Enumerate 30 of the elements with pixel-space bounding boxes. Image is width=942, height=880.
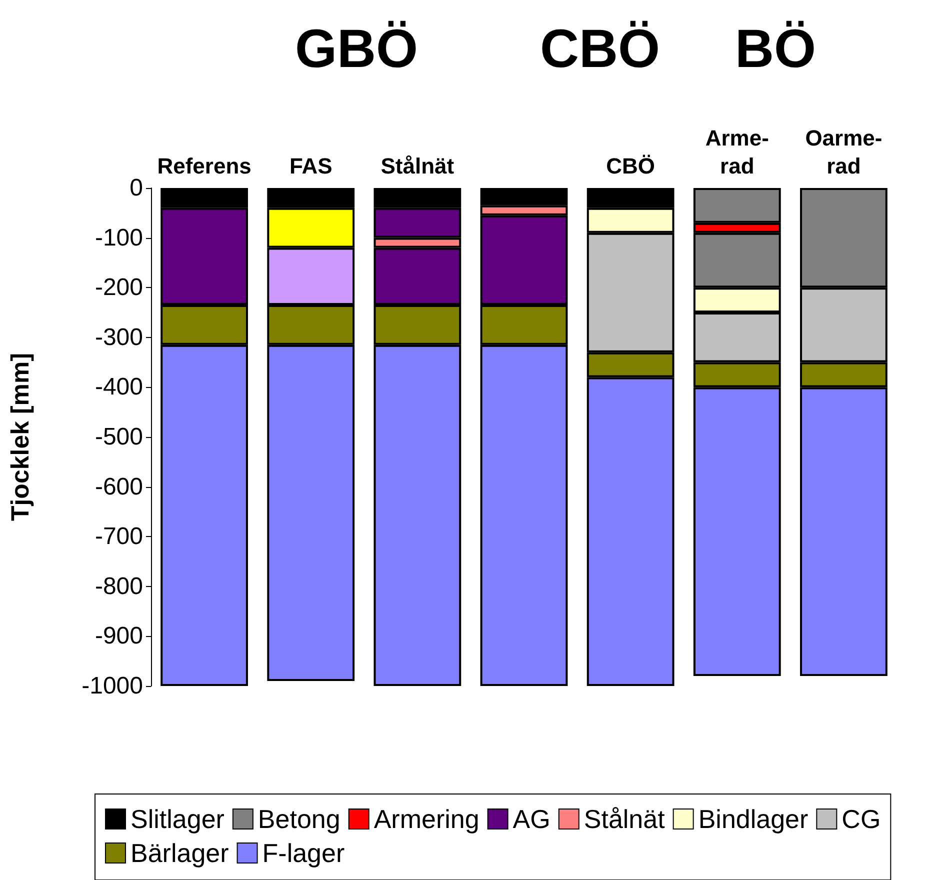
y-tick-label: 0 [130,174,143,202]
legend-label: Betong [258,804,340,834]
y-tick-label: -600 [94,473,143,500]
legend-label: AG [512,804,550,834]
x-tick-label: Oarme- rad [805,126,882,178]
y-tick-label: -200 [94,274,143,302]
y-tick-label: -300 [94,324,143,351]
x-tick-label: Stålnät [380,154,455,178]
y-tick-label: -500 [94,424,143,450]
x-tick-label: CBÖ [606,154,656,178]
y-axis-title: Tjocklek [mm] [6,352,34,522]
text: BÖ [735,19,816,79]
legend-label: CG [842,804,881,834]
legend-label: Stålnät [584,804,666,834]
y-tick-label: -400 [94,374,143,401]
y-tick-label: -1000 [82,672,143,700]
text: GBÖ [295,19,418,79]
legend-label: Armering [374,804,480,834]
legend-label: Bindlager [698,804,809,834]
y-tick-label: -100 [94,224,143,252]
legend-label: F-lager [262,838,345,868]
x-tick-label: Arme- rad [705,126,769,178]
legend-label: Slitlager [130,804,225,834]
text: CBÖ [540,19,660,79]
y-tick-label: -900 [94,622,143,650]
x-tick-label: FAS [289,154,332,178]
y-tick-label: -700 [94,523,143,550]
x-tick-label: Referens [157,154,252,178]
legend-label: Bärlager [130,838,230,868]
y-tick-label: -800 [94,572,143,600]
